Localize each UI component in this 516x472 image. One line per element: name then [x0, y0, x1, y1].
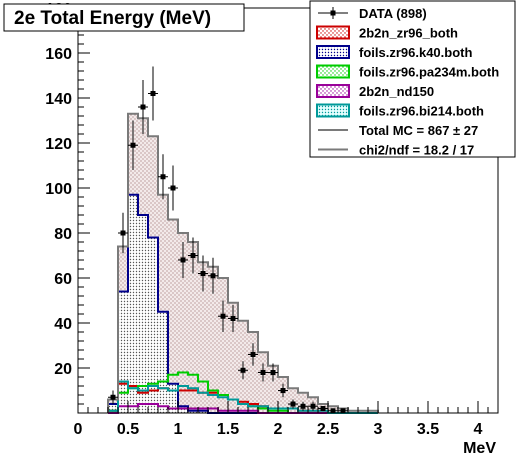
data-point: [251, 352, 256, 357]
k40-bar-fill: [158, 312, 168, 413]
data-point: [321, 406, 326, 411]
legend-label: 2b2n_nd150: [359, 84, 434, 99]
data-point: [261, 370, 266, 375]
legend-label: foils.zr96.k40.both: [359, 45, 472, 60]
legend-swatch: [317, 105, 349, 117]
legend-swatch: [317, 66, 349, 78]
chart-title: 2e Total Energy (MeV): [14, 8, 211, 29]
legend-label: Total MC = 867 ± 27: [359, 123, 478, 138]
total-mc-bar: [218, 278, 228, 413]
data-point: [301, 404, 306, 409]
data-point: [201, 271, 206, 276]
data-point: [211, 273, 216, 278]
x-axis-title: MeV: [463, 440, 496, 457]
legend-data-marker: [331, 11, 336, 16]
legend-item-series-nd150: 2b2n_nd150: [317, 84, 434, 99]
legend-label: chi2/ndf = 18.2 / 17: [359, 143, 474, 158]
k40-bar-fill: [128, 195, 138, 413]
legend-label: 2b2n_zr96_both: [359, 26, 458, 41]
x-tick-label: 4: [474, 421, 483, 438]
data-point: [231, 316, 236, 321]
legend-swatch: [317, 85, 349, 97]
y-tick-label: 100: [45, 181, 72, 198]
y-tick-label: 120: [45, 136, 72, 153]
k40-bar-fill: [178, 406, 188, 413]
legend-item-series-bi214: foils.zr96.bi214.both: [317, 104, 484, 119]
legend-swatch: [317, 46, 349, 58]
legend-label: foils.zr96.pa234m.both: [359, 65, 499, 80]
k40-bar-fill: [118, 292, 128, 414]
x-tick-label: 0.5: [117, 421, 139, 438]
legend-label: DATA (898): [359, 6, 427, 21]
data-point: [281, 388, 286, 393]
k40-bar-fill: [138, 215, 148, 413]
data-point: [221, 314, 226, 319]
y-tick-label: 140: [45, 91, 72, 108]
data-point: [111, 395, 116, 400]
data-point: [171, 186, 176, 191]
x-tick-label: 1: [174, 421, 183, 438]
total-mc-bar: [258, 352, 268, 413]
x-tick-label: 1.5: [217, 421, 239, 438]
x-tick-label: 2: [274, 421, 283, 438]
legend-item-series-k40: foils.zr96.k40.both: [317, 45, 472, 60]
data-point: [151, 91, 156, 96]
legend: DATA (898) 2b2n_zr96_both foils.zr96.k40.b…: [310, 1, 515, 158]
chart-title-box: 2e Total Energy (MeV): [4, 4, 244, 31]
data-point: [311, 404, 316, 409]
y-tick-label: 60: [54, 271, 72, 288]
legend-label: foils.zr96.bi214.both: [359, 104, 484, 119]
y-tick-label: 40: [54, 316, 72, 333]
data-point: [181, 258, 186, 263]
legend-swatch: [317, 27, 349, 39]
legend-item-series-zr96-both: 2b2n_zr96_both: [317, 26, 458, 41]
x-tick-label: 3: [374, 421, 383, 438]
y-tick-label: 20: [54, 361, 72, 378]
data-point: [191, 253, 196, 258]
data-point: [131, 143, 136, 148]
legend-item-series-pa234m: foils.zr96.pa234m.both: [317, 65, 499, 80]
data-point: [271, 370, 276, 375]
x-tick-label: 3.5: [417, 421, 439, 438]
data-point: [291, 402, 296, 407]
x-tick-label: 2.5: [317, 421, 339, 438]
data-point: [161, 174, 166, 179]
x-tick-label: 0: [74, 421, 83, 438]
y-tick-label: 80: [54, 226, 72, 243]
data-point: [141, 105, 146, 110]
data-point: [121, 231, 126, 236]
y-tick-label: 160: [45, 46, 72, 63]
data-point: [241, 368, 246, 373]
